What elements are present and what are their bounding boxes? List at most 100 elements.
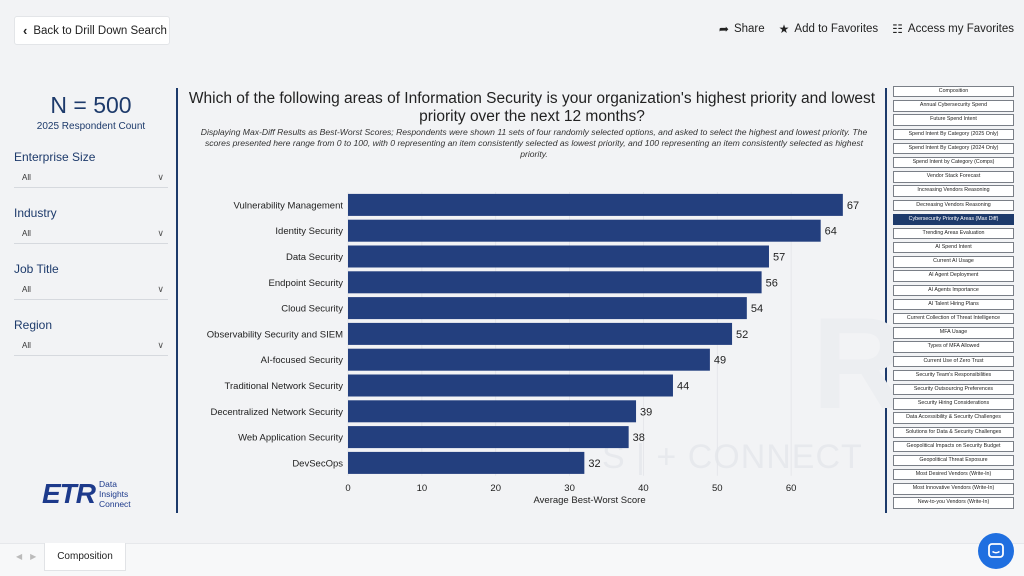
x-tick-label: 10 [417, 483, 428, 494]
bar [348, 426, 629, 449]
x-tick-label: 20 [490, 483, 501, 494]
back-to-search-button[interactable]: ‹ Back to Drill Down Search [14, 16, 170, 45]
category-label: Cloud Security [281, 304, 343, 315]
add-favorites-button[interactable]: ★ Add to Favorites [779, 22, 879, 36]
data-label: 38 [633, 432, 645, 444]
nav-item[interactable]: Spend Intent By Category (2024 Only) [893, 142, 1014, 155]
share-button[interactable]: ➦ Share [719, 22, 765, 36]
nav-item[interactable]: Trending Areas Evaluation [893, 227, 1014, 240]
chevron-down-icon: ∨ [157, 228, 164, 238]
footer-bar [0, 543, 1024, 576]
nav-item[interactable]: New-to-you Vendors (Write-In) [893, 497, 1014, 509]
filter-label: Industry [14, 206, 57, 220]
nav-item[interactable]: AI Agent Deployment [893, 270, 1014, 282]
x-tick-label: 60 [786, 483, 797, 494]
nav-item[interactable]: MFA Usage [893, 327, 1014, 339]
access-favorites-label: Access my Favorites [907, 23, 1014, 35]
bar [348, 374, 673, 397]
nav-item[interactable]: Composition [893, 86, 1014, 98]
chat-icon [988, 543, 1004, 558]
next-page-icon[interactable]: ▶ [30, 552, 37, 561]
data-label: 39 [640, 406, 652, 418]
prev-page-icon[interactable]: ◀ [16, 552, 23, 561]
logo-line: Data [99, 479, 117, 489]
bar-chart: Vulnerability Management 67 Identity Secur… [207, 192, 859, 506]
nav-item[interactable]: Vendor Stack Forecast [893, 171, 1014, 183]
filter-industry: Industry All ∨ [14, 206, 168, 244]
nav-item[interactable]: Security Outsourcing Preferences [893, 383, 1014, 396]
filter-region: Region All ∨ [14, 318, 168, 356]
data-label: 44 [677, 381, 689, 393]
chevron-down-icon: ∨ [157, 340, 164, 350]
data-label: 57 [773, 252, 785, 264]
category-label: Identity Security [275, 226, 343, 237]
nav-item[interactable]: Decreasing Vendors Reasoning [893, 199, 1014, 211]
job-title-select[interactable]: All ∨ [14, 284, 168, 300]
nav-item[interactable]: Increasing Vendors Reasoning [893, 185, 1014, 197]
chevron-left-icon: ‹ [23, 23, 28, 38]
category-label: Decentralized Network Security [210, 407, 343, 418]
nav-item[interactable]: Future Spend Intent [893, 114, 1014, 126]
nav-item[interactable]: Security Team's Responsibilities [893, 369, 1014, 382]
nav-item[interactable]: Most Desired Vendors (Write-In) [893, 469, 1014, 481]
nav-item[interactable]: Data Accessibility & Security Challenges [893, 412, 1014, 424]
nav-item[interactable]: Geopolitical Threat Exposure [893, 454, 1014, 467]
filter-label: Region [14, 318, 53, 332]
bar [348, 245, 769, 268]
data-label: 32 [588, 458, 600, 470]
data-label: 56 [766, 277, 778, 289]
tab-composition[interactable]: Composition [44, 543, 126, 571]
category-label: Vulnerability Management [234, 200, 344, 211]
access-favorites-button[interactable]: ☷ Access my Favorites [892, 22, 1014, 36]
x-tick-label: 40 [638, 483, 649, 494]
logo-line: Connect [99, 499, 131, 509]
filter-label: Job Title [14, 262, 59, 276]
category-label: Web Application Security [238, 433, 343, 444]
bar [348, 219, 821, 242]
nav-item[interactable]: Geopolitical Impacts on Security Budget [893, 440, 1014, 453]
industry-select[interactable]: All ∨ [14, 228, 168, 244]
x-axis-title: Average Best-Worst Score [534, 495, 646, 506]
bar [348, 451, 585, 474]
add-favorites-label: Add to Favorites [794, 23, 879, 35]
nav-item[interactable]: Current AI Usage [893, 256, 1014, 268]
nav-item[interactable]: Most Innovative Vendors (Write-In) [893, 483, 1014, 495]
top-actions: ➦ Share ★ Add to Favorites ☷ Access my F… [719, 22, 1014, 36]
category-label: Observability Security and SIEM [207, 329, 343, 340]
nav-item[interactable]: AI Talent Hiring Plans [893, 298, 1014, 311]
nav-item[interactable]: Spend Intent By Category (2025 Only) [893, 128, 1014, 140]
category-label: Data Security [286, 252, 343, 263]
filter-enterprise-size: Enterprise Size All ∨ [14, 150, 168, 188]
chat-button[interactable] [978, 533, 1014, 569]
region-select[interactable]: All ∨ [14, 340, 168, 356]
data-label: 52 [736, 329, 748, 341]
nav-item[interactable]: Security Hiring Considerations [893, 398, 1014, 410]
nav-item[interactable]: AI Agents Importance [893, 284, 1014, 297]
nav-item[interactable]: Types of MFA Allowed [893, 341, 1014, 353]
nav-item[interactable]: Cybersecurity Priority Areas (Max Diff) [893, 213, 1014, 226]
bar [348, 400, 637, 423]
bar [348, 297, 747, 320]
nav-item[interactable]: Current Use of Zero Trust [893, 355, 1014, 367]
x-tick-label: 50 [712, 483, 723, 494]
chart-title: Which of the following areas of Informat… [188, 90, 876, 125]
star-icon: ★ [778, 22, 790, 36]
chevron-down-icon: ∨ [157, 284, 164, 294]
data-label: 64 [825, 226, 837, 238]
logo-text: Data Insights Connect [99, 479, 131, 509]
left-divider [176, 88, 178, 513]
logo-mark: ETR [42, 478, 96, 509]
nav-item[interactable]: AI Spend Intent [893, 242, 1014, 254]
nav-item[interactable]: Annual Cybersecurity Spend [893, 100, 1014, 112]
respondent-count: N = 500 [50, 92, 132, 118]
nav-item[interactable]: Solutions for Data & Security Challenges [893, 426, 1014, 438]
back-button-label: Back to Drill Down Search [33, 24, 167, 37]
nav-item[interactable]: Current Collection of Threat Intelligenc… [893, 313, 1014, 325]
category-label: Endpoint Security [269, 278, 344, 289]
right-divider [885, 88, 887, 513]
nav-item[interactable]: Spend Intent by Category (Comps) [893, 156, 1014, 169]
filter-label: Enterprise Size [14, 150, 96, 164]
select-value: All [22, 229, 31, 238]
enterprise-size-select[interactable]: All ∨ [14, 172, 168, 188]
category-label: AI-focused Security [261, 355, 344, 366]
